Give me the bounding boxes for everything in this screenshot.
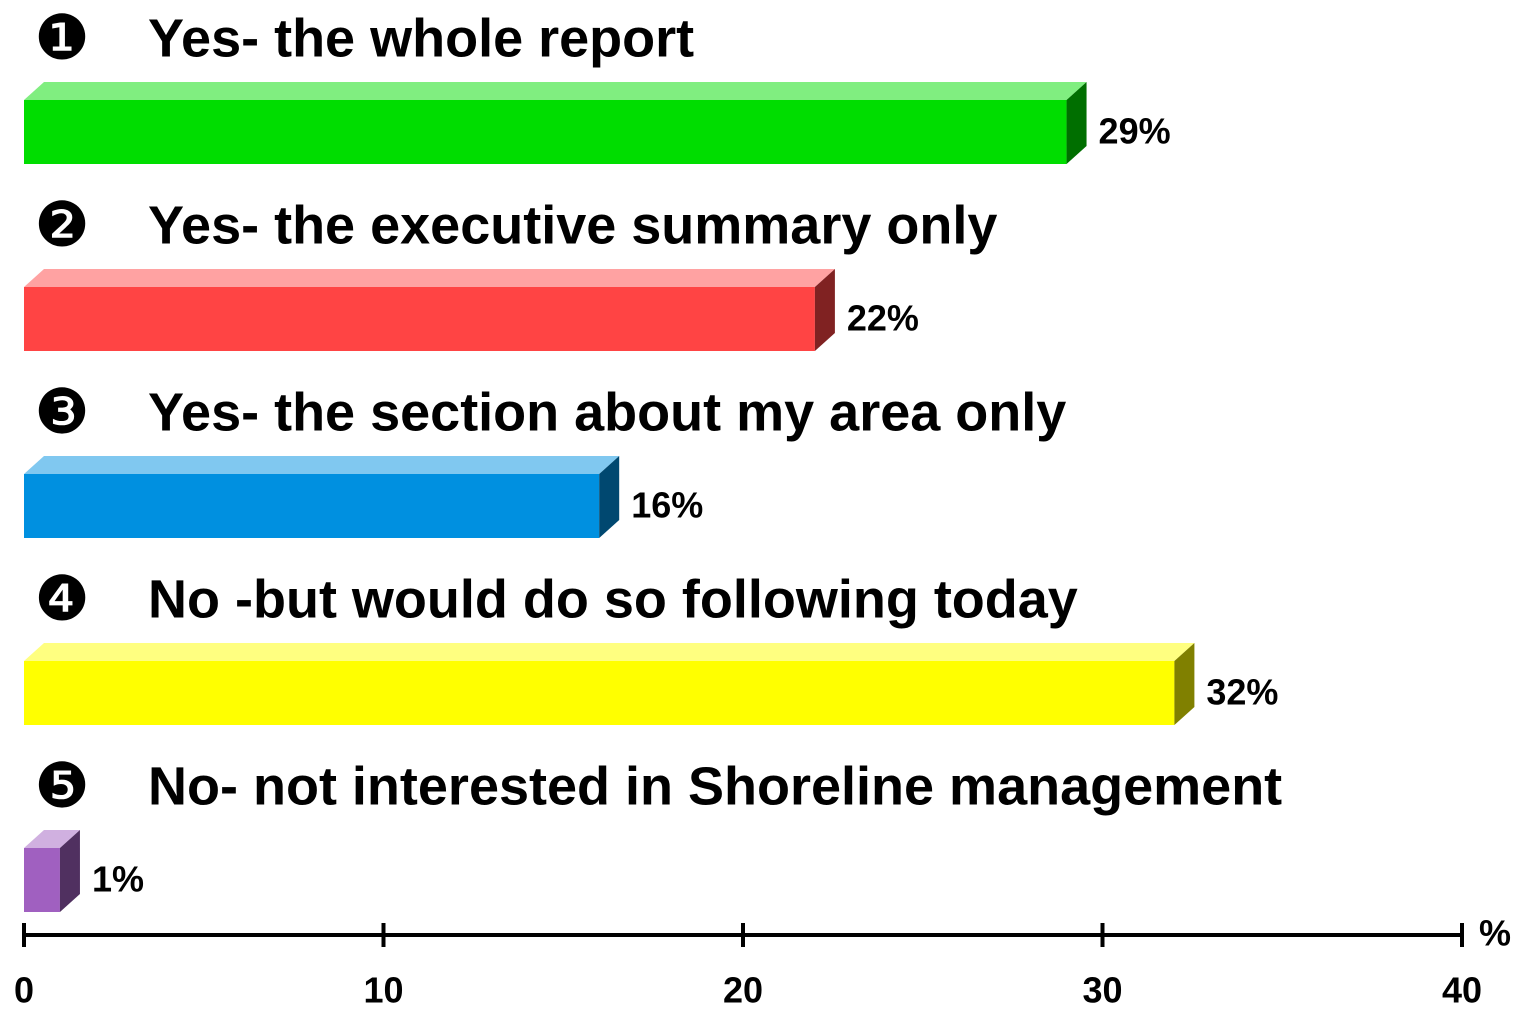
x-tick-label: 10: [363, 970, 403, 1011]
bar: [24, 661, 1175, 725]
category-label: Yes- the executive summary only: [148, 195, 997, 255]
bar-top: [24, 643, 1195, 661]
bar: [24, 474, 600, 538]
x-tick-label: 40: [1442, 970, 1482, 1011]
x-tick-label: 20: [723, 970, 763, 1011]
bar-side: [814, 269, 835, 351]
value-label: 22%: [847, 298, 919, 339]
bar-top: [24, 269, 835, 287]
bar-side: [1174, 643, 1195, 725]
category-marker: ❶: [34, 1, 90, 74]
bar: [24, 848, 60, 912]
category-marker: ❸: [34, 375, 90, 448]
category-marker: ❺: [34, 749, 90, 822]
bar-top: [24, 82, 1087, 100]
category-label: No -but would do so following today: [148, 569, 1078, 629]
value-label: 29%: [1099, 111, 1171, 152]
category-label: Yes- the section about my area only: [148, 382, 1066, 442]
x-tick-label: 0: [14, 970, 34, 1011]
x-axis-label: %: [1479, 913, 1511, 954]
bar: [24, 100, 1067, 164]
bar-top: [24, 830, 80, 848]
category-marker: ❷: [34, 188, 90, 261]
bar-side: [599, 456, 620, 538]
category-label: Yes- the whole report: [148, 8, 694, 68]
value-label: 16%: [631, 485, 703, 526]
bar-top: [24, 456, 620, 474]
value-label: 32%: [1206, 672, 1278, 713]
category-marker: ❹: [34, 562, 90, 635]
bar: [24, 287, 815, 351]
bar-side: [59, 830, 80, 912]
category-label: No- not interested in Shoreline manageme…: [148, 756, 1282, 816]
x-tick-label: 30: [1082, 970, 1122, 1011]
bar-side: [1066, 82, 1087, 164]
value-label: 1%: [92, 859, 144, 900]
